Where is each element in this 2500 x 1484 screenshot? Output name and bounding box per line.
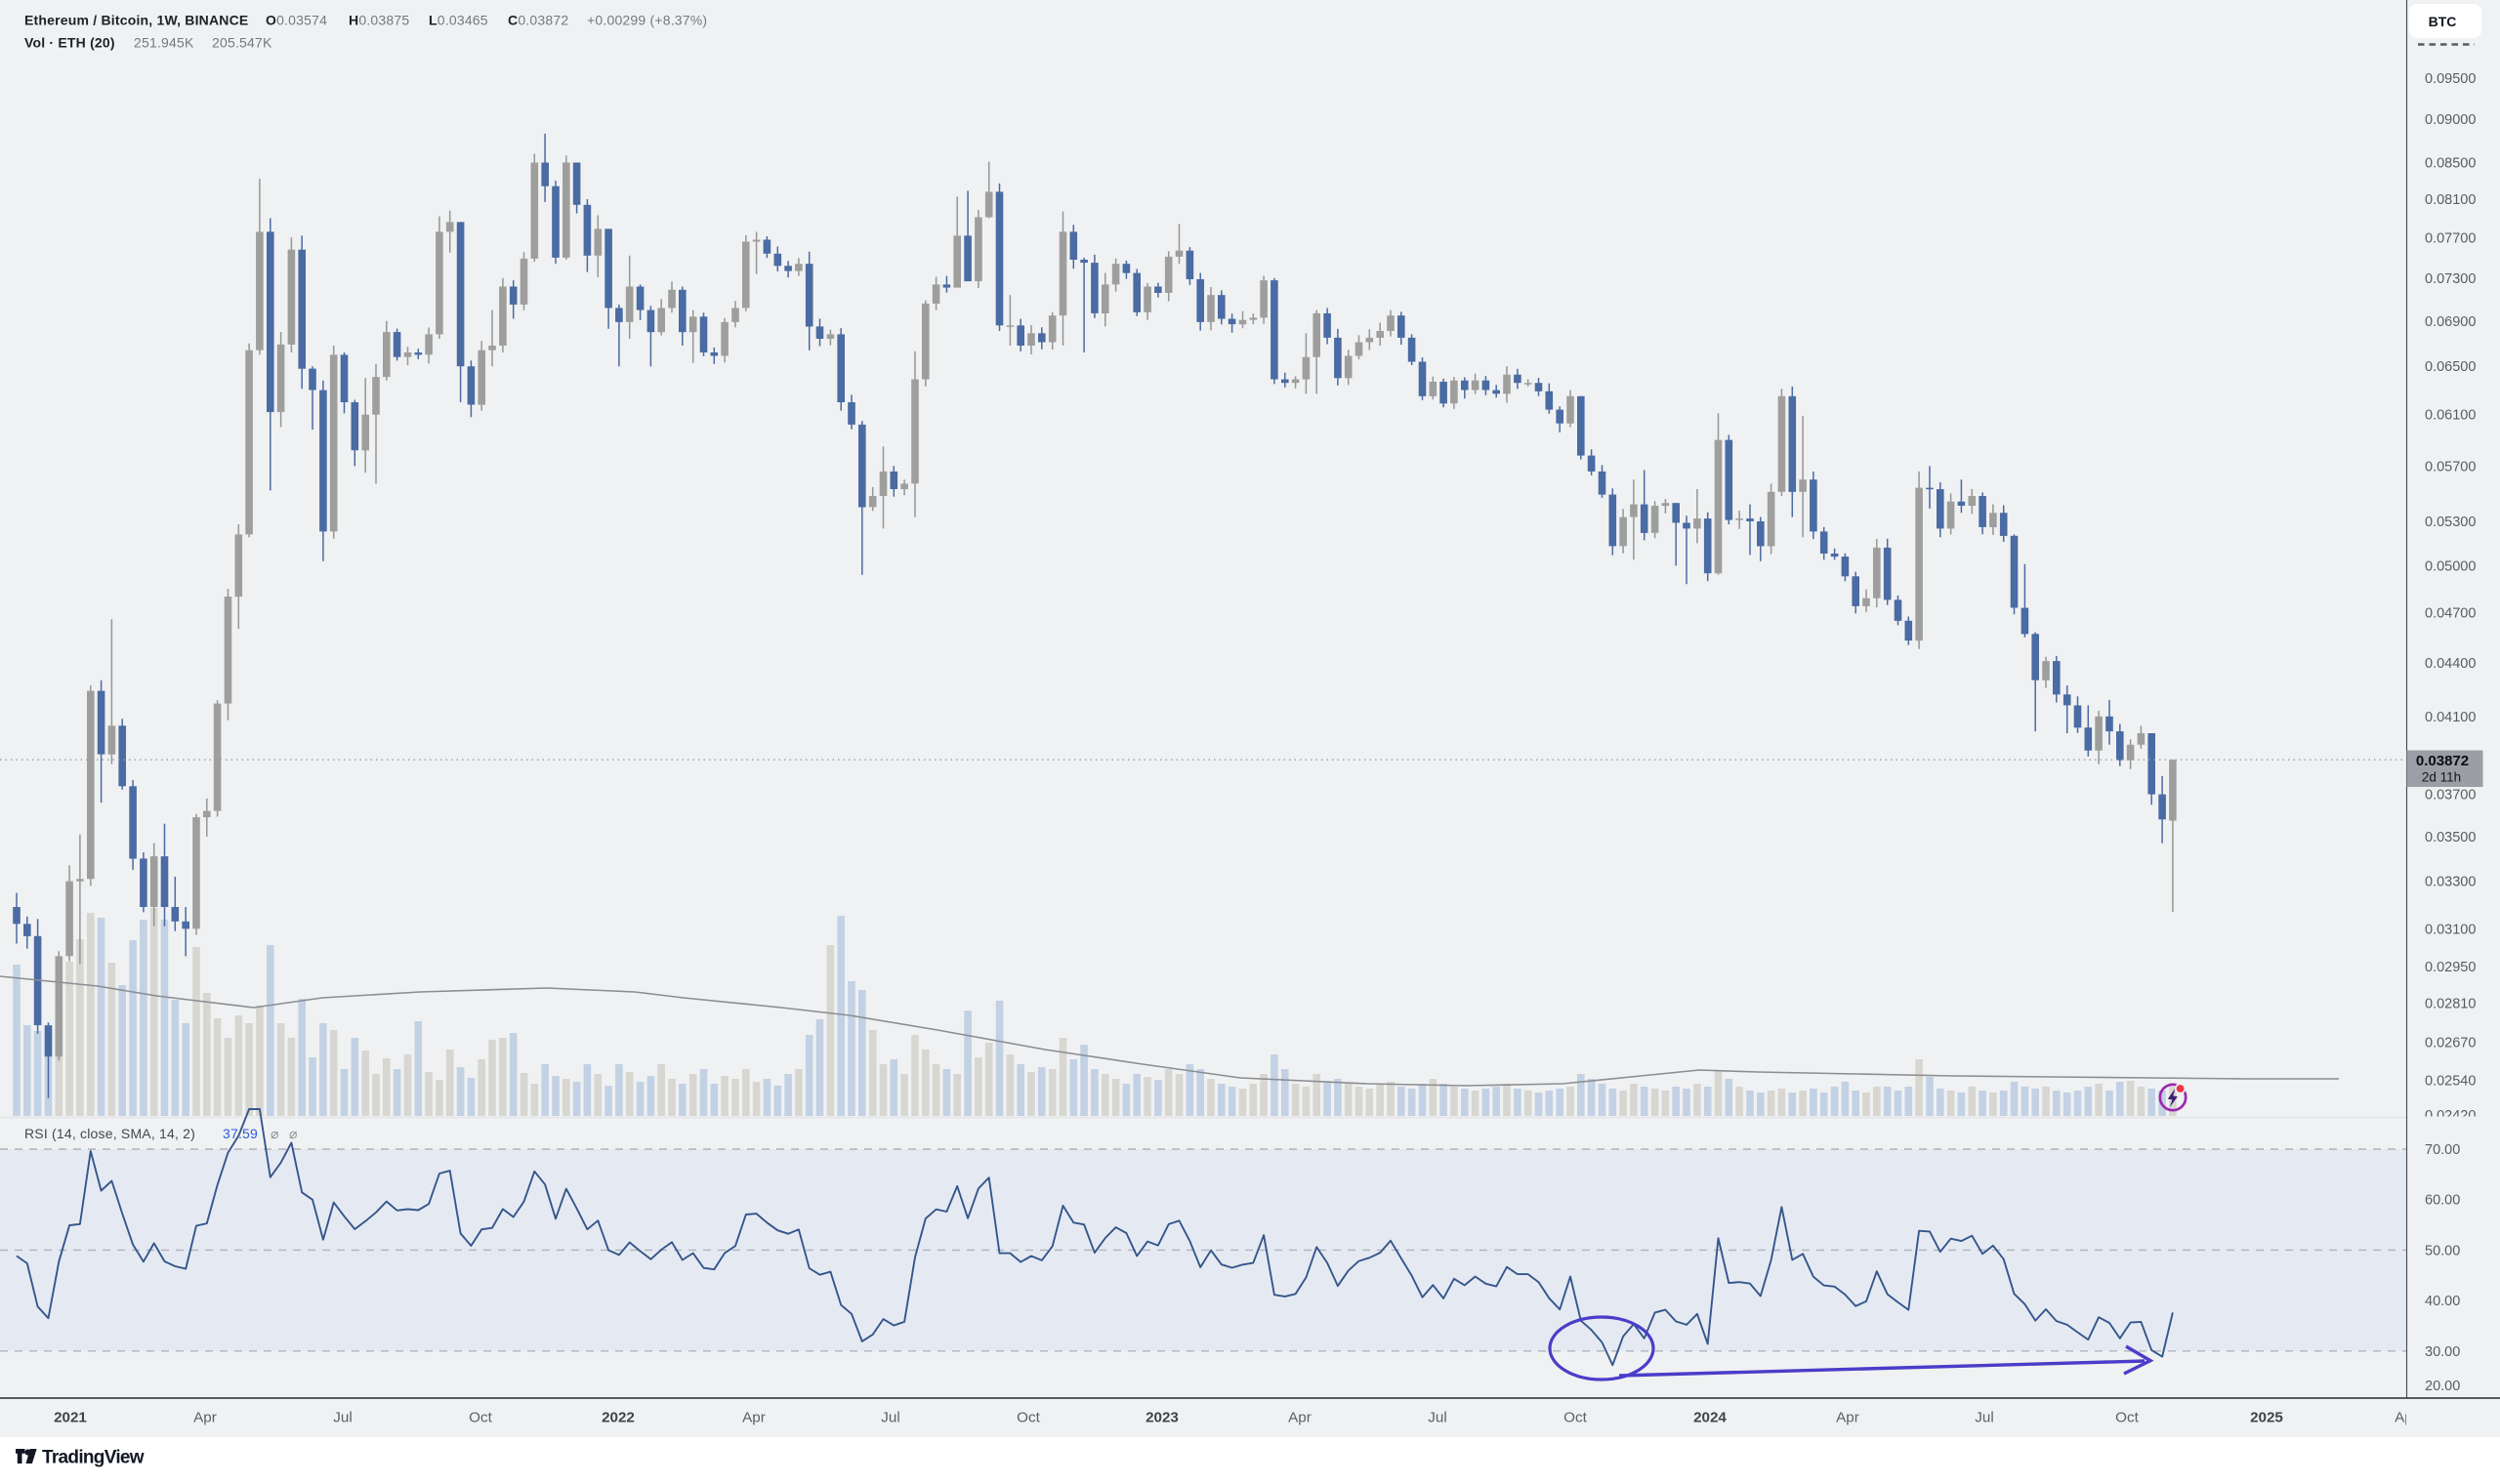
svg-text:Apr: Apr <box>1288 1410 1312 1426</box>
svg-text:Oct: Oct <box>1017 1410 1040 1426</box>
svg-text:70.00: 70.00 <box>2425 1142 2460 1158</box>
svg-text:Oct: Oct <box>469 1410 492 1426</box>
svg-text:0.03700: 0.03700 <box>2425 788 2476 804</box>
svg-text:0.05300: 0.05300 <box>2425 515 2476 530</box>
svg-text:C0.03872: C0.03872 <box>508 13 568 28</box>
svg-text:0.08100: 0.08100 <box>2425 192 2476 208</box>
svg-text:0.08500: 0.08500 <box>2425 156 2476 172</box>
svg-text:0.06100: 0.06100 <box>2425 408 2476 424</box>
svg-text:251.945K: 251.945K <box>134 35 194 51</box>
svg-text:0.02420: 0.02420 <box>2425 1108 2476 1124</box>
svg-text:0.02540: 0.02540 <box>2425 1073 2476 1089</box>
svg-text:Jul: Jul <box>881 1410 899 1426</box>
svg-text:0.02670: 0.02670 <box>2425 1035 2476 1051</box>
svg-text:0.05000: 0.05000 <box>2425 558 2476 574</box>
svg-text:2024: 2024 <box>1693 1410 1727 1426</box>
svg-text:2023: 2023 <box>1146 1410 1179 1426</box>
svg-text:+0.00299 (+8.37%): +0.00299 (+8.37%) <box>587 13 707 28</box>
svg-text:⌀: ⌀ <box>271 1126 279 1141</box>
svg-text:0.03872: 0.03872 <box>2416 753 2469 769</box>
svg-text:20.00: 20.00 <box>2425 1379 2460 1394</box>
svg-text:0.04700: 0.04700 <box>2425 606 2476 622</box>
svg-text:Apr: Apr <box>193 1410 217 1426</box>
svg-text:L0.03465: L0.03465 <box>429 13 488 28</box>
svg-text:60.00: 60.00 <box>2425 1193 2460 1209</box>
svg-text:0.04100: 0.04100 <box>2425 710 2476 725</box>
svg-text:37.59: 37.59 <box>223 1126 258 1141</box>
svg-text:0.09500: 0.09500 <box>2425 71 2476 87</box>
svg-text:0.06500: 0.06500 <box>2425 359 2476 375</box>
svg-text:0.07300: 0.07300 <box>2425 271 2476 287</box>
svg-text:0.02950: 0.02950 <box>2425 960 2476 975</box>
svg-text:2022: 2022 <box>602 1410 635 1426</box>
svg-text:50.00: 50.00 <box>2425 1243 2460 1258</box>
svg-text:O0.03574: O0.03574 <box>266 13 327 28</box>
svg-text:BTC: BTC <box>2429 14 2457 29</box>
svg-text:40.00: 40.00 <box>2425 1294 2460 1309</box>
svg-text:2025: 2025 <box>2250 1410 2283 1426</box>
svg-text:2d 11h: 2d 11h <box>2422 770 2461 785</box>
svg-text:30.00: 30.00 <box>2425 1344 2460 1360</box>
svg-text:Oct: Oct <box>1563 1410 1587 1426</box>
svg-text:Jul: Jul <box>1428 1410 1446 1426</box>
svg-text:H0.03875: H0.03875 <box>349 13 409 28</box>
svg-text:0.03500: 0.03500 <box>2425 830 2476 845</box>
svg-text:TradingView: TradingView <box>42 1448 145 1468</box>
svg-text:0.07700: 0.07700 <box>2425 230 2476 246</box>
svg-text:Oct: Oct <box>2115 1410 2139 1426</box>
svg-text:0.04400: 0.04400 <box>2425 656 2476 672</box>
svg-text:0.03300: 0.03300 <box>2425 875 2476 890</box>
svg-text:RSI (14, close, SMA, 14, 2): RSI (14, close, SMA, 14, 2) <box>24 1126 195 1141</box>
svg-text:2021: 2021 <box>54 1410 87 1426</box>
svg-text:0.02810: 0.02810 <box>2425 997 2476 1012</box>
svg-text:0.09000: 0.09000 <box>2425 112 2476 128</box>
svg-text:205.547K: 205.547K <box>212 35 272 51</box>
svg-text:0.05700: 0.05700 <box>2425 459 2476 474</box>
svg-text:Vol · ETH (20): Vol · ETH (20) <box>24 35 115 51</box>
svg-text:⌀: ⌀ <box>289 1126 298 1141</box>
svg-text:0.06900: 0.06900 <box>2425 314 2476 330</box>
svg-text:Apr: Apr <box>2395 1410 2418 1426</box>
svg-text:Jul: Jul <box>333 1410 352 1426</box>
svg-text:Ethereum / Bitcoin, 1W, BINANC: Ethereum / Bitcoin, 1W, BINANCE <box>24 13 248 28</box>
svg-text:0.03100: 0.03100 <box>2425 922 2476 937</box>
svg-text:Jul: Jul <box>1975 1410 1993 1426</box>
svg-text:Apr: Apr <box>1836 1410 1859 1426</box>
svg-text:Apr: Apr <box>742 1410 766 1426</box>
